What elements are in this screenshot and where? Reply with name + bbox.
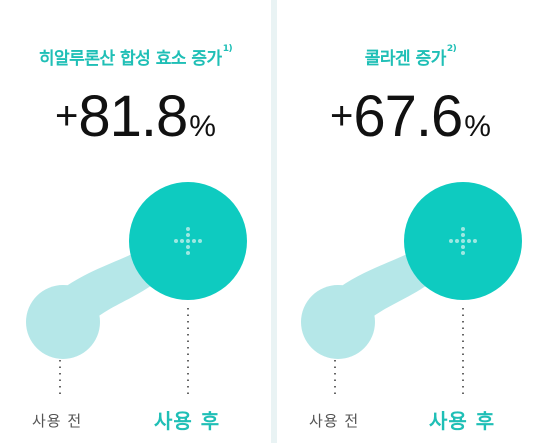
stat-card-hyaluronic: 히알루론산 합성 효소 증가1) +81.8% 사용 전 사용 후 bbox=[0, 0, 271, 443]
before-circle bbox=[301, 285, 375, 359]
before-label: 사용 전 bbox=[32, 412, 83, 430]
plus-dots-icon bbox=[449, 227, 477, 255]
card-title: 콜라겐 증가2) bbox=[364, 44, 457, 69]
stat-value: +81.8% bbox=[55, 84, 216, 149]
after-label: 사용 후 bbox=[154, 409, 221, 433]
footnote-marker: 2) bbox=[446, 44, 457, 55]
before-circle bbox=[26, 285, 100, 359]
before-after-graphic bbox=[26, 182, 247, 398]
before-label: 사용 전 bbox=[309, 412, 360, 430]
card-title: 히알루론산 합성 효소 증가1) bbox=[38, 44, 233, 69]
footnote-marker: 1) bbox=[222, 44, 233, 55]
before-after-graphic bbox=[301, 182, 522, 398]
after-label: 사용 후 bbox=[429, 409, 496, 433]
plus-dots-icon bbox=[174, 227, 202, 255]
stat-value: +67.6% bbox=[330, 84, 491, 149]
stat-card-collagen: 콜라겐 증가2) +67.6% 사용 전 사용 후 bbox=[277, 0, 544, 443]
